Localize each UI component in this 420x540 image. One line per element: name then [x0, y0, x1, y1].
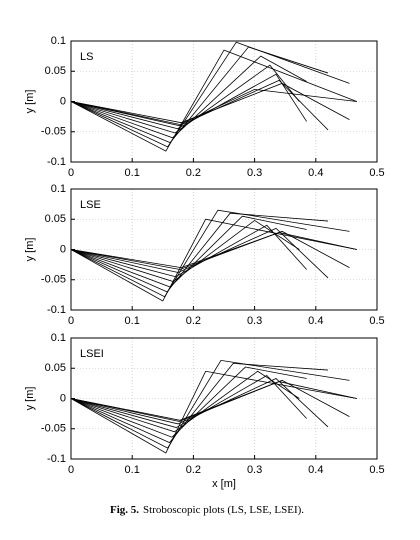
x-tick-label: 0.5	[369, 167, 384, 179]
plot-frame	[70, 40, 378, 163]
y-tick-label: 0.05	[45, 213, 66, 225]
panel-label: LS	[80, 51, 93, 63]
y-axis-label: y [m]	[24, 90, 36, 114]
x-tick-label: 0.4	[308, 315, 323, 327]
x-tick-label: 0.5	[369, 315, 384, 327]
y-axis-label: y [m]	[24, 238, 36, 262]
pose	[70, 79, 329, 131]
pose	[70, 370, 357, 454]
y-tick-label: 0.1	[51, 35, 66, 47]
pose	[70, 375, 307, 428]
y-tick-label: 0.1	[51, 332, 66, 344]
plot-frame	[70, 188, 378, 311]
pose	[70, 73, 307, 130]
pose	[70, 224, 307, 278]
pose	[70, 379, 350, 422]
pose	[70, 209, 350, 298]
y-tick-label: 0.05	[45, 362, 66, 374]
y-tick-label: 0	[60, 95, 66, 107]
pose	[70, 215, 307, 288]
x-tick-label: 0	[68, 167, 74, 179]
x-tick-label: 0.2	[186, 315, 201, 327]
pose	[70, 381, 357, 421]
pose	[70, 64, 300, 134]
y-axis-label: y [m]	[24, 387, 36, 411]
x-tick-label: 0.1	[125, 167, 140, 179]
y-tick-label: 0.1	[51, 183, 66, 195]
pose	[70, 41, 350, 148]
x-tick-label: 0.2	[186, 464, 201, 476]
pose	[70, 49, 357, 152]
pose	[70, 359, 350, 449]
x-axis-label: x [m]	[212, 478, 236, 490]
y-tick-label: -0.1	[47, 453, 66, 465]
y-tick-label: -0.05	[41, 274, 66, 286]
pose	[70, 232, 357, 269]
x-tick-label: 0.5	[369, 464, 384, 476]
x-tick-label: 0	[68, 315, 74, 327]
y-tick-label: -0.05	[41, 423, 66, 435]
pose	[70, 230, 350, 270]
pose	[70, 82, 350, 124]
panel-label: LSEI	[80, 348, 104, 360]
x-tick-label: 0	[68, 464, 74, 476]
pose	[70, 362, 329, 444]
pose	[70, 46, 329, 144]
x-tick-label: 0.4	[308, 167, 323, 179]
x-tick-label: 0.4	[308, 464, 323, 476]
pose	[70, 55, 307, 139]
plot-frame	[70, 337, 378, 460]
pose	[70, 366, 307, 438]
pose	[70, 370, 300, 433]
pose	[70, 378, 329, 428]
caption-label: Fig. 5.	[110, 504, 139, 516]
y-tick-label: -0.05	[41, 126, 66, 138]
y-tick-label: -0.1	[47, 156, 66, 168]
caption: Fig. 5. Stroboscopic plots (LS, LSE, LSEI…	[110, 504, 304, 516]
pose	[70, 219, 300, 283]
x-tick-label: 0.3	[247, 315, 262, 327]
x-tick-label: 0.1	[125, 464, 140, 476]
pose	[70, 227, 329, 279]
pose	[70, 218, 357, 302]
panel-label: LSE	[80, 199, 101, 211]
y-tick-label: 0.05	[45, 65, 66, 77]
y-tick-label: 0	[60, 243, 66, 255]
x-tick-label: 0.2	[186, 167, 201, 179]
pose	[70, 212, 329, 293]
x-tick-label: 0.3	[247, 464, 262, 476]
caption-text: Stroboscopic plots (LS, LSE, LSEI).	[143, 504, 304, 516]
y-tick-label: 0	[60, 392, 66, 404]
x-tick-label: 0.1	[125, 315, 140, 327]
x-tick-label: 0.3	[247, 167, 262, 179]
pose	[70, 88, 357, 125]
y-tick-label: -0.1	[47, 304, 66, 316]
